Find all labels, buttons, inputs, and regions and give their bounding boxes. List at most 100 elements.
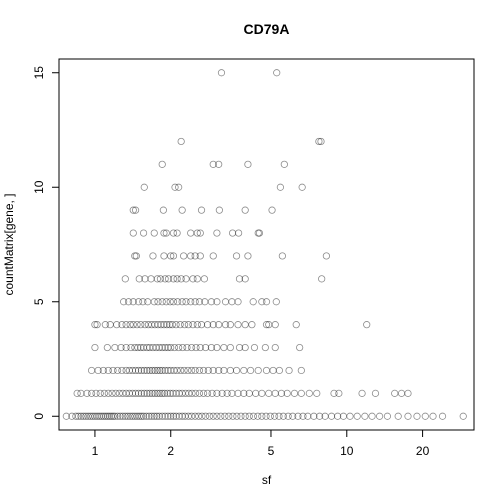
data-point: [250, 299, 256, 305]
data-point: [235, 230, 241, 236]
data-point: [247, 367, 253, 373]
data-point: [272, 321, 278, 327]
data-point: [245, 253, 251, 259]
data-point: [372, 390, 378, 396]
data-point: [354, 413, 360, 419]
data-point: [214, 413, 220, 419]
data-point: [183, 276, 189, 282]
x-tick-label: 5: [268, 444, 275, 458]
data-point: [362, 413, 368, 419]
data-point: [279, 253, 285, 259]
y-tick-label: 5: [32, 298, 46, 305]
data-point: [210, 253, 216, 259]
data-point: [306, 390, 312, 396]
data-point: [262, 344, 268, 350]
data-point: [180, 253, 186, 259]
data-point: [405, 413, 411, 419]
data-point: [128, 344, 134, 350]
data-point: [235, 321, 241, 327]
data-point: [266, 390, 272, 396]
data-point: [255, 367, 261, 373]
data-points: [63, 70, 466, 420]
data-point: [170, 230, 176, 236]
data-point: [242, 321, 248, 327]
data-point: [198, 207, 204, 213]
data-point: [214, 230, 220, 236]
data-point: [151, 299, 157, 305]
x-tick-label: 20: [416, 444, 430, 458]
data-point: [233, 367, 239, 373]
data-point: [359, 390, 365, 396]
data-point: [259, 390, 265, 396]
plot-frame: [59, 59, 474, 430]
y-axis-label: countMatrix[gene, ]: [2, 193, 16, 295]
data-point: [88, 367, 94, 373]
data-point: [227, 321, 233, 327]
data-point: [218, 70, 224, 76]
data-point: [384, 413, 390, 419]
data-point: [181, 321, 187, 327]
y-tick-label: 10: [32, 180, 46, 194]
data-point: [222, 299, 228, 305]
data-point: [299, 184, 305, 190]
data-point: [398, 390, 404, 396]
data-point: [179, 207, 185, 213]
data-point: [347, 413, 353, 419]
data-point: [185, 367, 191, 373]
data-point: [296, 344, 302, 350]
data-point: [249, 321, 255, 327]
data-point: [270, 367, 276, 373]
data-point: [314, 390, 320, 396]
data-point: [229, 390, 235, 396]
data-point: [422, 413, 428, 419]
data-point: [286, 367, 292, 373]
data-point: [336, 390, 342, 396]
data-point: [272, 390, 278, 396]
data-point: [263, 367, 269, 373]
data-point: [92, 344, 98, 350]
data-point: [206, 413, 212, 419]
data-point: [263, 299, 269, 305]
data-point: [298, 390, 304, 396]
data-point: [235, 299, 241, 305]
data-point: [112, 344, 118, 350]
data-point: [104, 344, 110, 350]
data-point: [405, 390, 411, 396]
data-point: [274, 70, 280, 76]
data-point: [122, 276, 128, 282]
data-point: [414, 413, 420, 419]
data-point: [160, 207, 166, 213]
data-point: [392, 390, 398, 396]
data-point: [276, 367, 282, 373]
data-point: [175, 184, 181, 190]
data-point: [291, 390, 297, 396]
data-point: [376, 413, 382, 419]
data-point: [272, 344, 278, 350]
data-point: [229, 230, 235, 236]
data-point: [298, 367, 304, 373]
data-point: [179, 299, 185, 305]
data-point: [130, 230, 136, 236]
data-point: [227, 367, 233, 373]
data-point: [78, 390, 84, 396]
x-tick-label: 2: [167, 444, 174, 458]
data-point: [430, 413, 436, 419]
data-point: [161, 253, 167, 259]
data-point: [172, 184, 178, 190]
data-point: [305, 413, 311, 419]
data-point: [328, 413, 334, 419]
x-axis-label: sf: [262, 473, 272, 487]
data-point: [151, 230, 157, 236]
data-point: [318, 276, 324, 282]
data-point: [210, 413, 216, 419]
data-point: [187, 230, 193, 236]
data-point: [74, 390, 80, 396]
data-point: [141, 184, 147, 190]
data-point: [242, 207, 248, 213]
data-point: [439, 413, 445, 419]
data-point: [109, 390, 115, 396]
data-point: [253, 390, 259, 396]
data-point: [227, 344, 233, 350]
data-point: [134, 321, 140, 327]
data-point: [229, 299, 235, 305]
